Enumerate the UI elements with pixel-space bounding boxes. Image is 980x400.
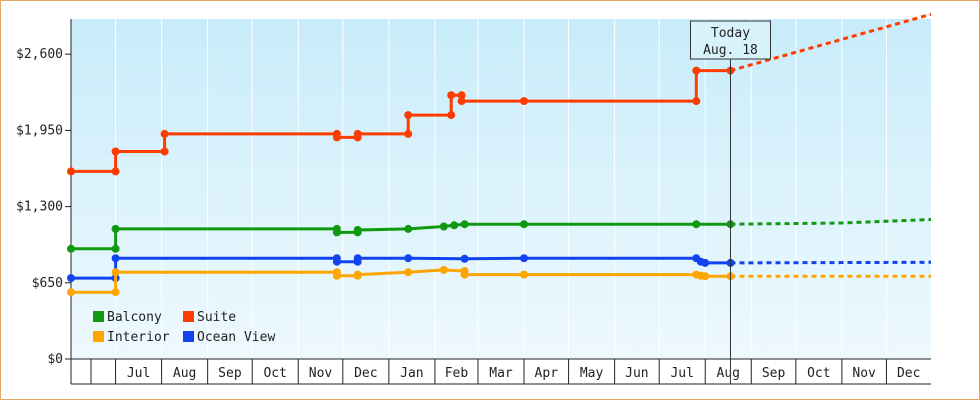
- point-balcony-2: [111, 224, 120, 233]
- point-balcony-9: [450, 221, 459, 230]
- point-suite-14: [457, 97, 466, 106]
- series-ocean-view: [67, 254, 735, 283]
- series-suite: [67, 66, 735, 176]
- x-tick-label-dec-5: Dec: [354, 366, 377, 381]
- point-balcony-6: [353, 226, 362, 234]
- series-interior: [67, 265, 735, 297]
- point-suite-17: [692, 66, 701, 75]
- point-interior-8: [439, 265, 448, 274]
- legend-swatch-ocean-view: [183, 331, 194, 342]
- y-axis-ticks: $0 $650 $1,300 $1,950 $2,600: [16, 47, 71, 367]
- projection-lines: [730, 12, 932, 278]
- x-tick-label-nov-4: Nov: [309, 366, 333, 381]
- y-tick-label-3: $1,950: [16, 123, 63, 138]
- point-balcony-10: [460, 220, 469, 229]
- legend-label-interior: Interior: [107, 330, 170, 345]
- point-suite-10: [404, 111, 413, 120]
- point-ocean-view-0: [67, 274, 75, 283]
- y-tick-label-4: $2,600: [16, 47, 63, 62]
- point-suite-12: [447, 91, 456, 100]
- x-tick-label-dec-17: Dec: [897, 366, 920, 381]
- axes: [70, 19, 931, 385]
- point-balcony-12: [692, 220, 701, 229]
- today-date: Aug. 18: [703, 43, 758, 58]
- point-suite-16: [692, 97, 701, 106]
- x-tick-label-jul-0: Jul: [127, 366, 150, 381]
- plot-background: [71, 19, 931, 359]
- point-suite-2: [111, 147, 120, 156]
- legend: Balcony Suite Interior Ocean View: [93, 310, 275, 345]
- legend-swatch-interior: [93, 331, 104, 342]
- point-suite-8: [353, 129, 362, 138]
- point-interior-7: [404, 268, 413, 277]
- point-balcony-1: [111, 244, 120, 253]
- point-suite-0: [67, 167, 75, 176]
- x-tick-label-sep-2: Sep: [218, 366, 242, 381]
- point-interior-10: [460, 270, 469, 279]
- point-ocean-view-7: [404, 254, 413, 263]
- point-ocean-view-12: [701, 258, 710, 267]
- legend-swatch-suite: [183, 311, 194, 322]
- legend-label-ocean-view: Ocean View: [197, 330, 275, 345]
- x-tick-label-jan-6: Jan: [400, 366, 423, 381]
- today-callout-box: [689, 20, 771, 60]
- projection-ocean-view: [730, 260, 932, 265]
- point-interior-4: [332, 271, 341, 280]
- x-axis-ticks: Jul Aug Sep Oct Nov Dec Jan Feb Mar Apr May Jun Jul A…: [90, 359, 920, 384]
- x-tick-label-aug-1: Aug: [173, 366, 196, 381]
- x-tick-label-may-10: May: [580, 366, 604, 381]
- point-suite-3: [160, 147, 169, 156]
- legend-label-balcony: Balcony: [107, 310, 162, 325]
- month-grid: [115, 19, 887, 359]
- point-balcony-8: [439, 222, 448, 231]
- point-interior-2: [111, 268, 120, 277]
- line-balcony: [71, 222, 731, 251]
- x-tick-label-aug-13: Aug: [717, 366, 740, 381]
- point-suite-6: [332, 133, 341, 142]
- point-suite-9: [404, 129, 413, 138]
- point-suite-1: [111, 167, 120, 176]
- point-suite-11: [447, 111, 456, 120]
- point-interior-6: [353, 270, 362, 279]
- point-ocean-view-9: [520, 254, 528, 263]
- series-balcony: [67, 220, 735, 253]
- point-interior-1: [111, 288, 120, 297]
- projection-suite: [730, 12, 932, 73]
- point-ocean-view-8: [460, 254, 469, 263]
- today-marker: Today Aug. 18: [689, 20, 771, 384]
- today-label: Today: [711, 26, 750, 41]
- point-ocean-view-4: [332, 257, 341, 266]
- y-tick-label-1: $650: [32, 276, 63, 291]
- y-tick-label-0: $0: [47, 352, 63, 367]
- x-tick-label-oct-3: Oct: [263, 366, 286, 381]
- point-suite-4: [160, 129, 169, 138]
- point-suite-15: [520, 97, 528, 106]
- point-balcony-11: [520, 220, 528, 229]
- x-tick-label-oct-15: Oct: [807, 366, 830, 381]
- x-tick-label-sep-14: Sep: [762, 366, 786, 381]
- x-tick-label-nov-16: Nov: [852, 366, 876, 381]
- x-tick-label-apr-9: Apr: [535, 366, 559, 381]
- legend-label-suite: Suite: [197, 310, 236, 325]
- point-balcony-0: [67, 244, 75, 253]
- y-tick-label-2: $1,300: [16, 200, 63, 215]
- projection-balcony: [730, 218, 932, 226]
- x-tick-label-jun-11: Jun: [625, 366, 648, 381]
- x-tick-label-jul-12: Jul: [670, 366, 693, 381]
- x-tick-label-feb-7: Feb: [445, 366, 469, 381]
- legend-swatch-balcony: [93, 311, 104, 322]
- point-interior-11: [520, 270, 528, 279]
- point-interior-14: [701, 272, 710, 281]
- point-ocean-view-6: [353, 254, 362, 263]
- point-ocean-view-2: [111, 254, 120, 263]
- point-balcony-7: [404, 224, 413, 233]
- point-suite-13: [457, 91, 466, 100]
- series-lines: [67, 66, 735, 297]
- x-tick-label-mar-8: Mar: [489, 366, 513, 381]
- point-interior-0: [67, 288, 75, 297]
- point-balcony-4: [332, 228, 341, 237]
